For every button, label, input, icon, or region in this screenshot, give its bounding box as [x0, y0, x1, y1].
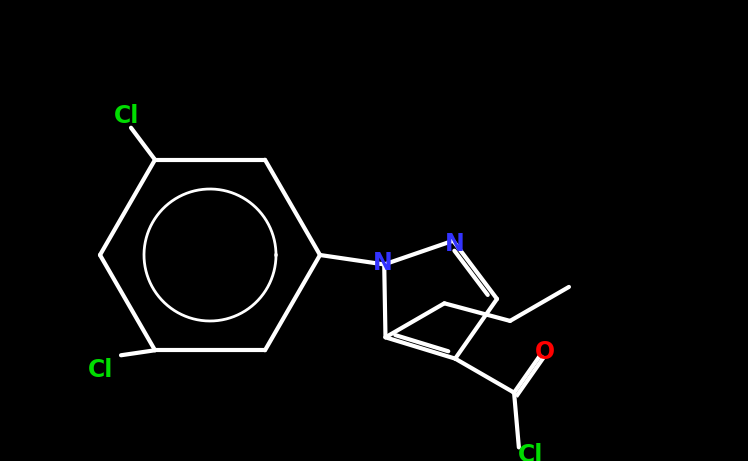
Text: N: N: [373, 251, 393, 275]
Text: Cl: Cl: [518, 443, 544, 461]
Text: N: N: [445, 232, 465, 256]
Text: Cl: Cl: [114, 104, 140, 128]
Text: O: O: [535, 340, 555, 364]
Text: Cl: Cl: [88, 358, 114, 382]
